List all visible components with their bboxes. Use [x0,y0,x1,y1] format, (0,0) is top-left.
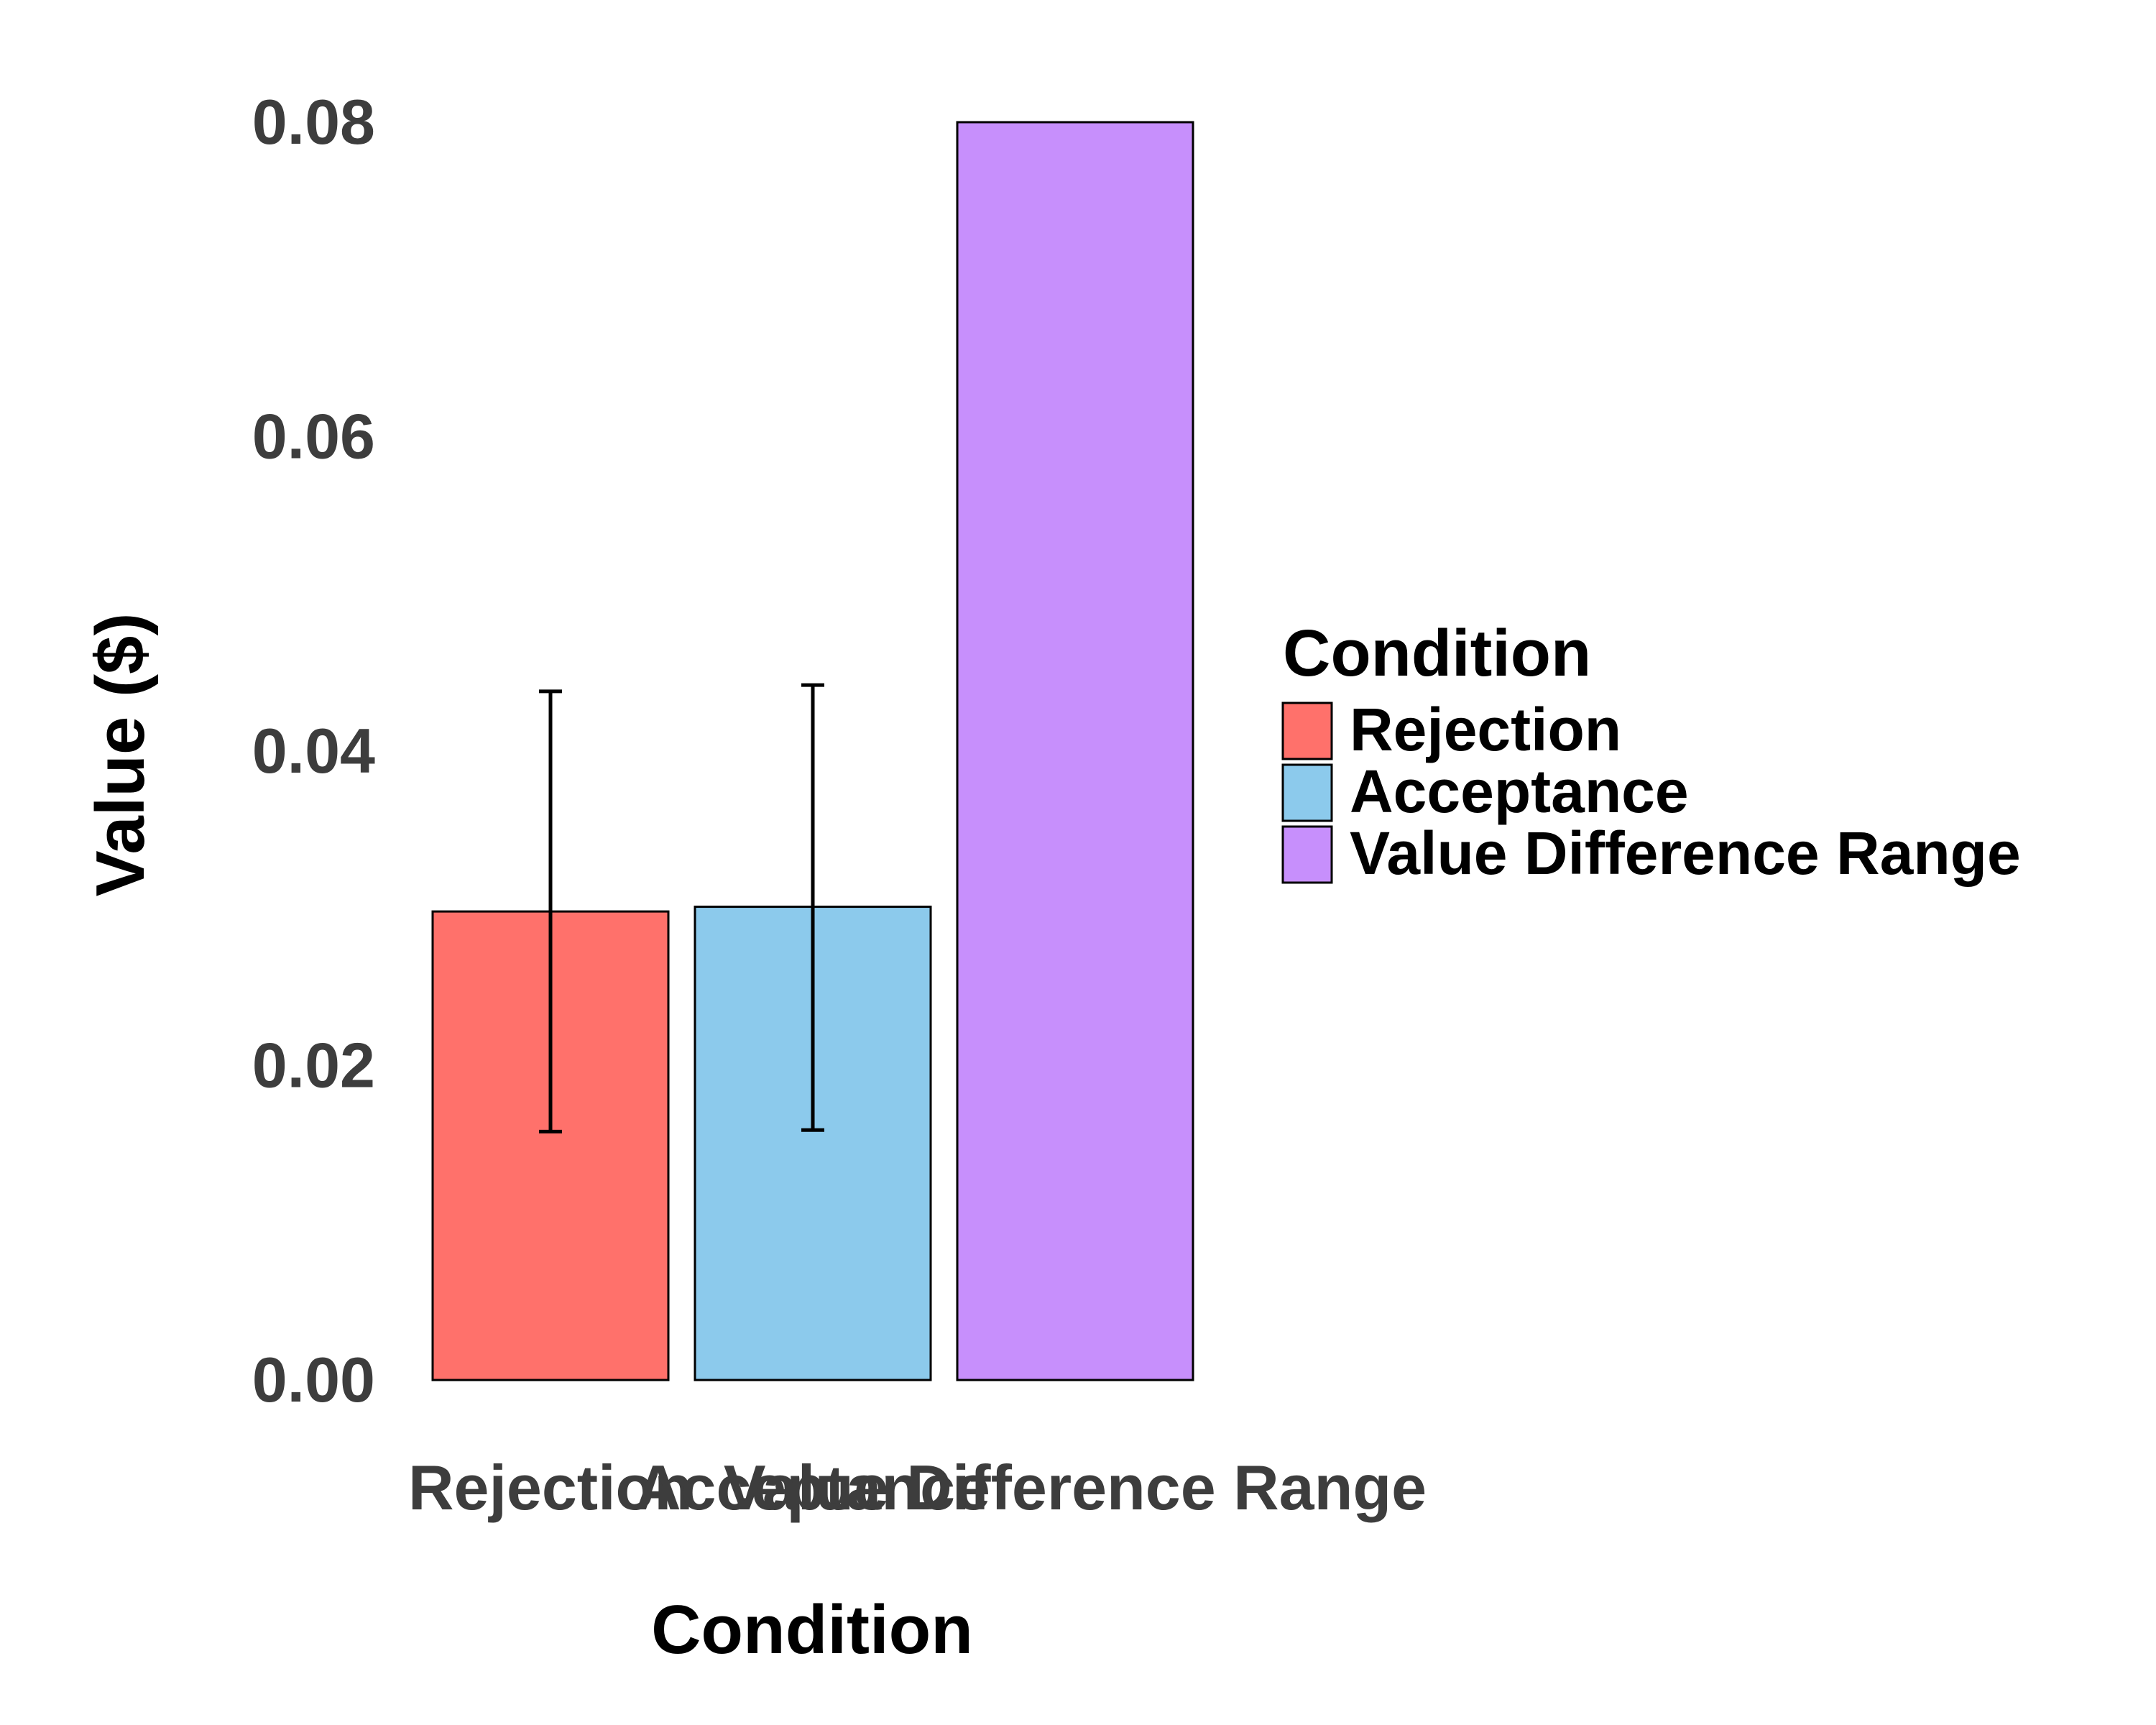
y-axis-ticks: 0.00 0.02 0.04 0.06 0.08 [252,86,375,1415]
error-bars-group [539,683,824,1133]
y-tick-label: 0.00 [252,1344,375,1415]
y-tick-label: 0.02 [252,1030,375,1101]
y-tick-label: 0.06 [252,401,375,472]
bar-value-difference-range [956,121,1194,1381]
legend-label: Rejection [1350,696,1621,763]
x-tick-label: Value Difference Range [724,1452,1427,1523]
x-axis-title: Condition [651,1591,973,1668]
y-tick-label: 0.08 [252,86,375,157]
legend-swatch [1281,763,1333,822]
error-bar [801,683,824,1132]
legend-label: Value Difference Range [1350,819,2021,887]
legend-title: Condition [1283,617,1591,690]
x-tick-label: Acceptance [635,1452,990,1523]
error-bar [539,689,562,1133]
legend-label: Acceptance [1350,758,1689,825]
y-axis-title: Value ($) [82,613,159,897]
y-tick-label: 0.04 [252,715,375,786]
legend-swatch [1281,825,1333,884]
x-tick-label: Rejection [408,1452,693,1523]
legend-swatch [1281,702,1333,760]
